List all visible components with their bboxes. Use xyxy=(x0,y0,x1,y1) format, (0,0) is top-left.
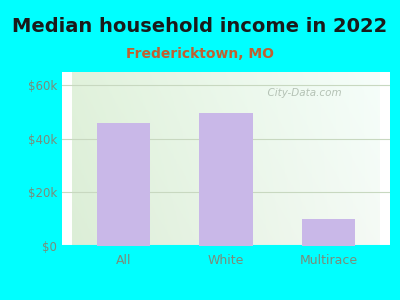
Bar xyxy=(97,123,150,246)
Text: Fredericktown, MO: Fredericktown, MO xyxy=(126,46,274,61)
Bar xyxy=(199,113,253,246)
Text: Median household income in 2022: Median household income in 2022 xyxy=(12,16,388,35)
Bar xyxy=(302,219,355,246)
Text: City-Data.com: City-Data.com xyxy=(261,88,342,98)
